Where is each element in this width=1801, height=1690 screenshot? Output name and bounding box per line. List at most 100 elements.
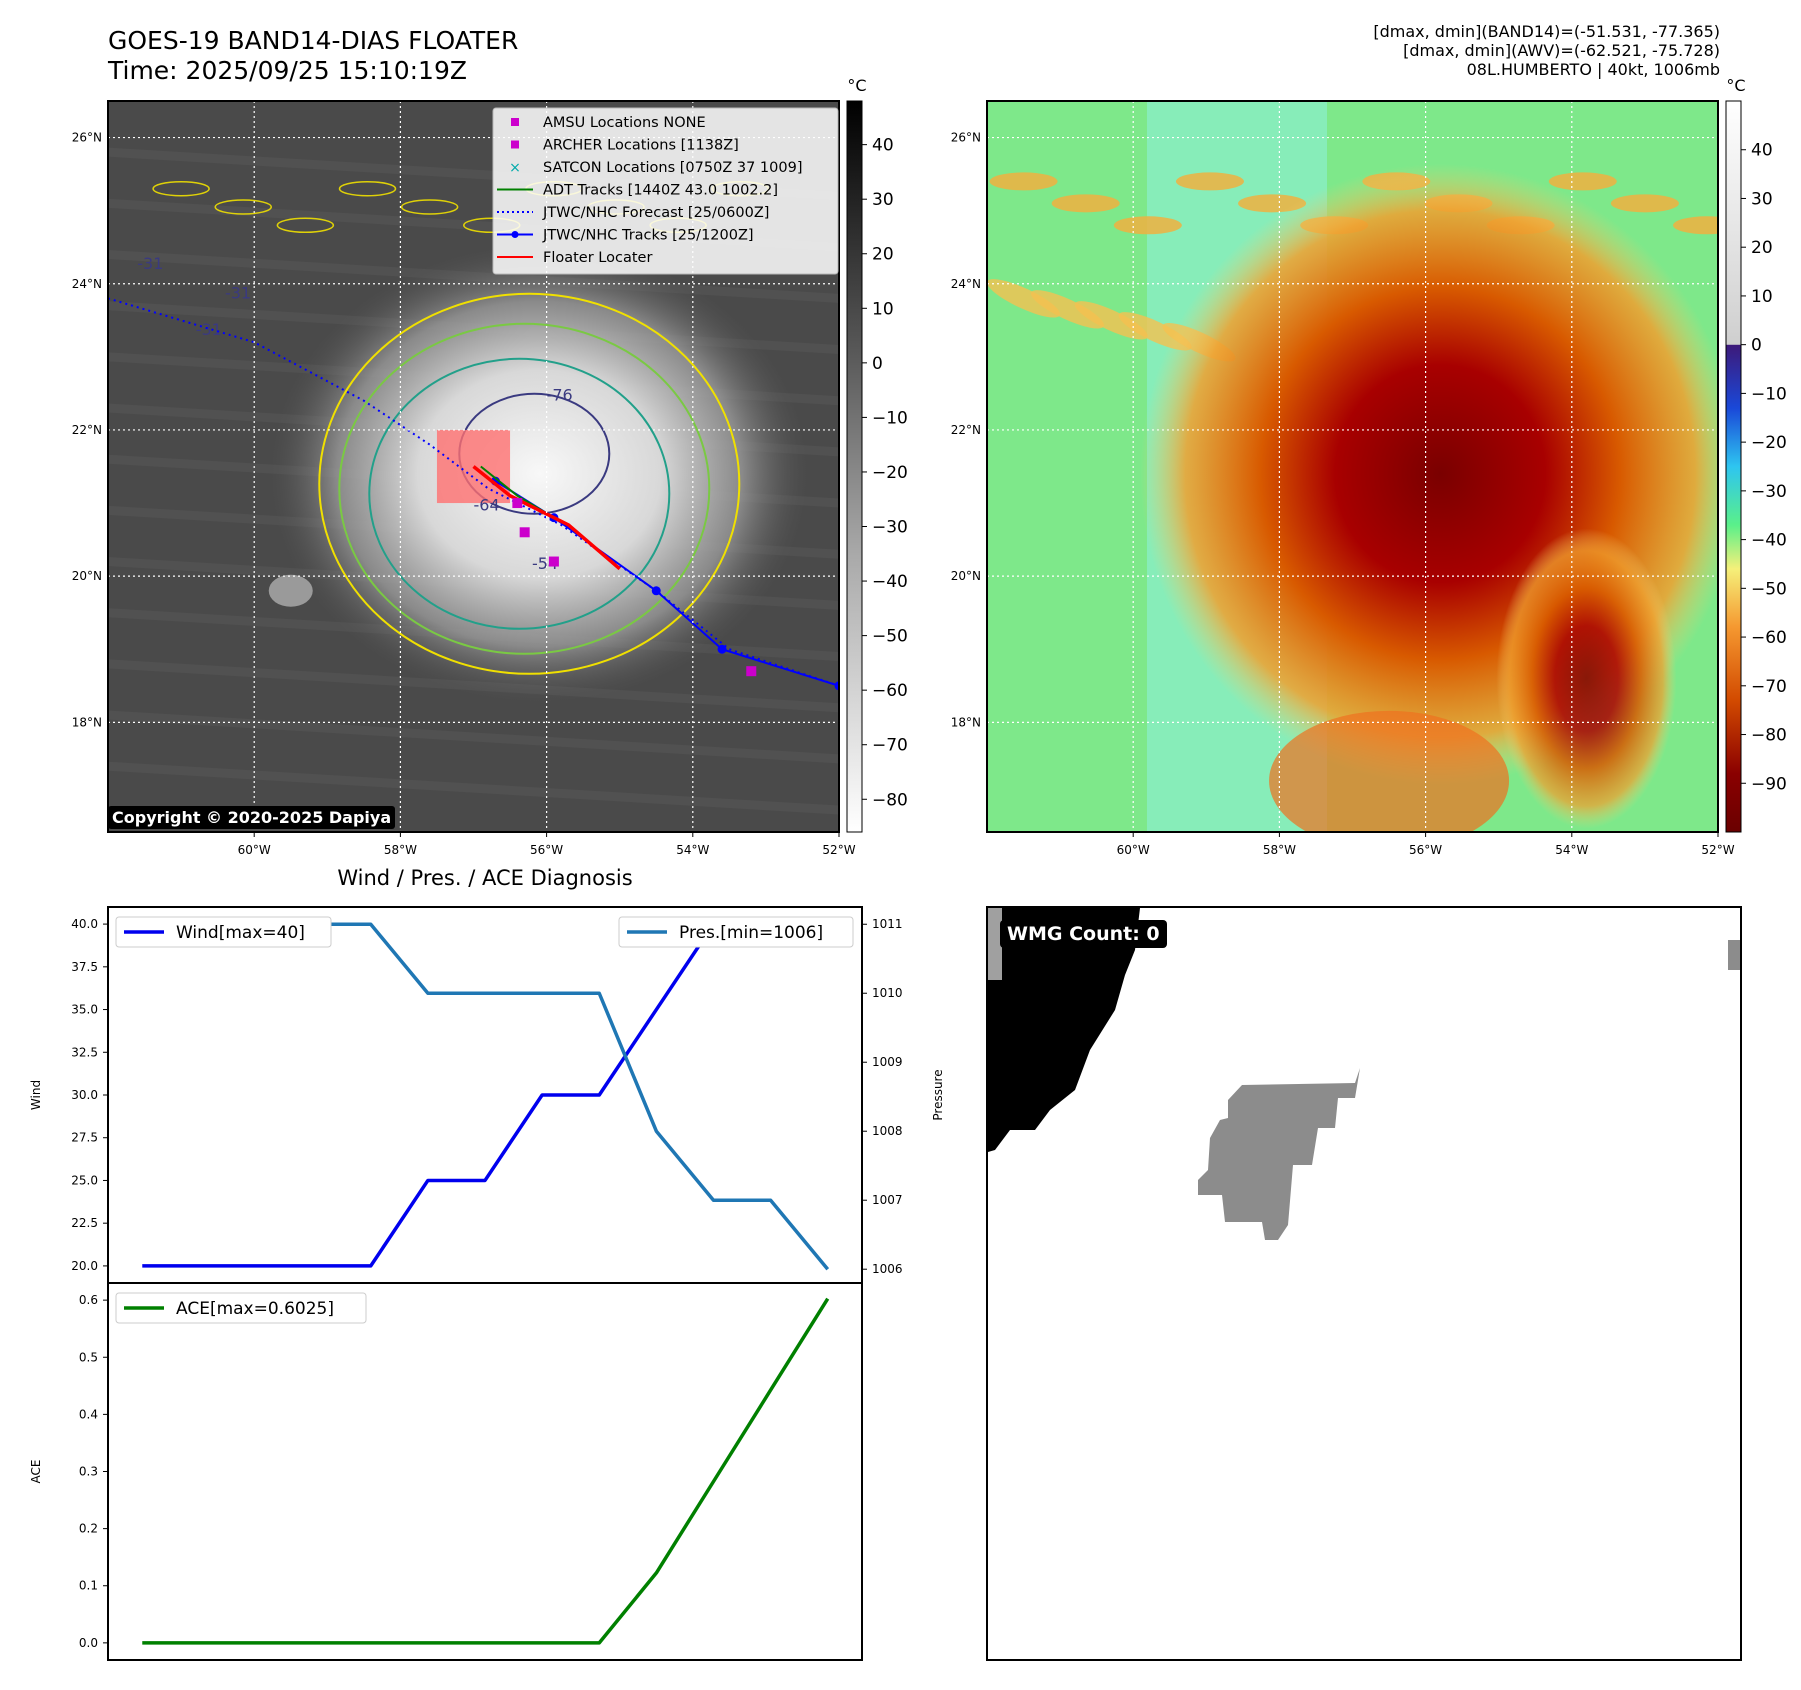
colorbar-tick-label: −10	[872, 408, 908, 428]
floater-track	[472, 465, 621, 571]
colorbar-tick-label: 10	[872, 299, 894, 319]
wmg-grey-patch	[1198, 1068, 1360, 1240]
legend-marker-square	[511, 140, 519, 149]
y-tick-label: 22.5	[71, 1216, 98, 1230]
archer-point	[519, 527, 530, 538]
y-tick-label: 0.4	[79, 1407, 98, 1421]
lat-tick-label: 24°N	[72, 277, 102, 291]
contour-label: -76	[547, 386, 573, 405]
y2-tick-label: 1006	[872, 1262, 903, 1276]
colorbar-tick-label: −30	[1751, 482, 1787, 502]
legend-label: Floater Locater	[543, 250, 652, 266]
y-tick-label: 40.0	[71, 917, 98, 931]
colorbar-tick-label: −40	[1751, 531, 1787, 551]
colorbar-tick-label: 30	[1751, 189, 1773, 209]
moisture-streak	[1673, 216, 1718, 235]
wmg-frame	[986, 906, 1742, 1661]
archer-point	[746, 666, 757, 677]
y-tick-label: 25.0	[71, 1173, 98, 1187]
cirrus-contour	[276, 217, 335, 234]
colorbar-tick-label: −10	[1751, 384, 1787, 404]
legend-label: ACE[max=0.6025]	[176, 1299, 334, 1319]
colorbar-tick-label: −60	[872, 681, 908, 701]
moisture-streak	[1548, 172, 1617, 191]
y2-tick-label: 1011	[872, 917, 903, 931]
legend-box	[115, 1292, 367, 1324]
archer-point	[548, 556, 559, 567]
y-tick-label: 30.0	[71, 1088, 98, 1102]
wmg-grey-strip	[988, 908, 1002, 980]
legend-box	[618, 916, 854, 948]
colorbar-tick-label: −60	[1751, 628, 1787, 648]
y-tick-label: 0.0	[79, 1636, 98, 1650]
y-tick-label: 0.1	[79, 1579, 98, 1593]
legend-label: AMSU Locations NONE	[543, 115, 706, 131]
colorbar-unit-label: °C	[1726, 76, 1745, 95]
colorbar-tick-label: 0	[1751, 336, 1762, 356]
contour-green	[338, 322, 711, 655]
legend-box	[115, 916, 332, 948]
colorbar-tick-label: −30	[872, 518, 908, 538]
y-tick-label: 27.5	[71, 1131, 98, 1145]
title-line-1: GOES-19 BAND14-DIAS FLOATER	[108, 26, 519, 55]
lat-tick-label: 22°N	[951, 423, 981, 437]
colorbar-tick-label: −20	[872, 463, 908, 483]
lat-tick-label: 26°N	[72, 131, 102, 145]
diagnosis-title: Wind / Pres. / ACE Diagnosis	[337, 866, 632, 890]
lat-tick-label: 22°N	[72, 423, 102, 437]
y-tick-label: 0.6	[79, 1293, 98, 1307]
map-frame	[986, 100, 1719, 833]
y-axis-label: ACE	[29, 1460, 43, 1484]
y-tick-label: 37.5	[71, 960, 98, 974]
colorbar-tick-label: −50	[872, 627, 908, 647]
colorbar-tick-label: −50	[1751, 579, 1787, 599]
lat-tick-label: 20°N	[951, 569, 981, 583]
series-line	[142, 1297, 830, 1645]
colorbar-tick-label: −70	[872, 736, 908, 756]
y2-tick-label: 1008	[872, 1124, 903, 1138]
colorbar-tick-label: −80	[872, 790, 908, 810]
colorbar	[846, 100, 863, 833]
y2-axis-label: Pressure	[931, 1069, 945, 1120]
lat-tick-label: 24°N	[951, 277, 981, 291]
colorbar-tick-label: −20	[1751, 433, 1787, 453]
y-tick-label: 20.0	[71, 1259, 98, 1273]
lon-tick-label: 52°W	[822, 843, 855, 857]
small-cloud	[268, 574, 313, 607]
colorbar-tick-label: 20	[1751, 238, 1773, 258]
central-dense-overcast	[269, 243, 810, 704]
colorbar-tick-label: −90	[1751, 774, 1787, 794]
cirrus-contour	[152, 180, 210, 197]
legend-label: JTWC/NHC Forecast [25/0600Z]	[542, 205, 769, 221]
colorbar	[1725, 100, 1742, 833]
lat-tick-label: 20°N	[72, 569, 102, 583]
lon-tick-label: 60°W	[1117, 843, 1150, 857]
colorbar-tick-label: −80	[1751, 726, 1787, 746]
cirrus-contour	[400, 199, 459, 215]
lat-tick-label: 26°N	[951, 131, 981, 145]
plot-frame	[107, 1282, 863, 1661]
moisture-streak	[989, 172, 1058, 191]
stats-line-2: [dmax, dmin](AWV)=(-62.521, -75.728)	[1403, 41, 1720, 60]
contour-teal	[368, 357, 671, 630]
legend-label: Pres.[min=1006]	[679, 923, 823, 943]
legend-label: JTWC/NHC Tracks [25/1200Z]	[542, 228, 754, 244]
lon-tick-label: 58°W	[384, 843, 417, 857]
wmg-edge-patch	[1728, 940, 1741, 970]
lon-tick-label: 58°W	[1263, 843, 1296, 857]
y-tick-label: 32.5	[71, 1045, 98, 1059]
stats-header: [dmax, dmin](BAND14)=(-51.531, -77.365) …	[1373, 22, 1720, 79]
colorbar-tick-label: 40	[872, 136, 894, 156]
y2-tick-label: 1010	[872, 986, 903, 1000]
contour-label: -31	[225, 283, 251, 302]
map-imagery: -76-64-54-31-31-31	[108, 147, 839, 832]
colorbar-tick-label: −40	[872, 572, 908, 592]
legend-label: SATCON Locations [0750Z 37 1009]	[543, 160, 802, 176]
lon-tick-label: 54°W	[676, 843, 709, 857]
colorbar-tick-label: −70	[1751, 677, 1787, 697]
lon-tick-label: 54°W	[1555, 843, 1588, 857]
y2-tick-label: 1009	[872, 1055, 903, 1069]
moisture-streak	[1113, 216, 1182, 235]
figure-title: GOES-19 BAND14-DIAS FLOATER Time: 2025/0…	[108, 26, 518, 86]
